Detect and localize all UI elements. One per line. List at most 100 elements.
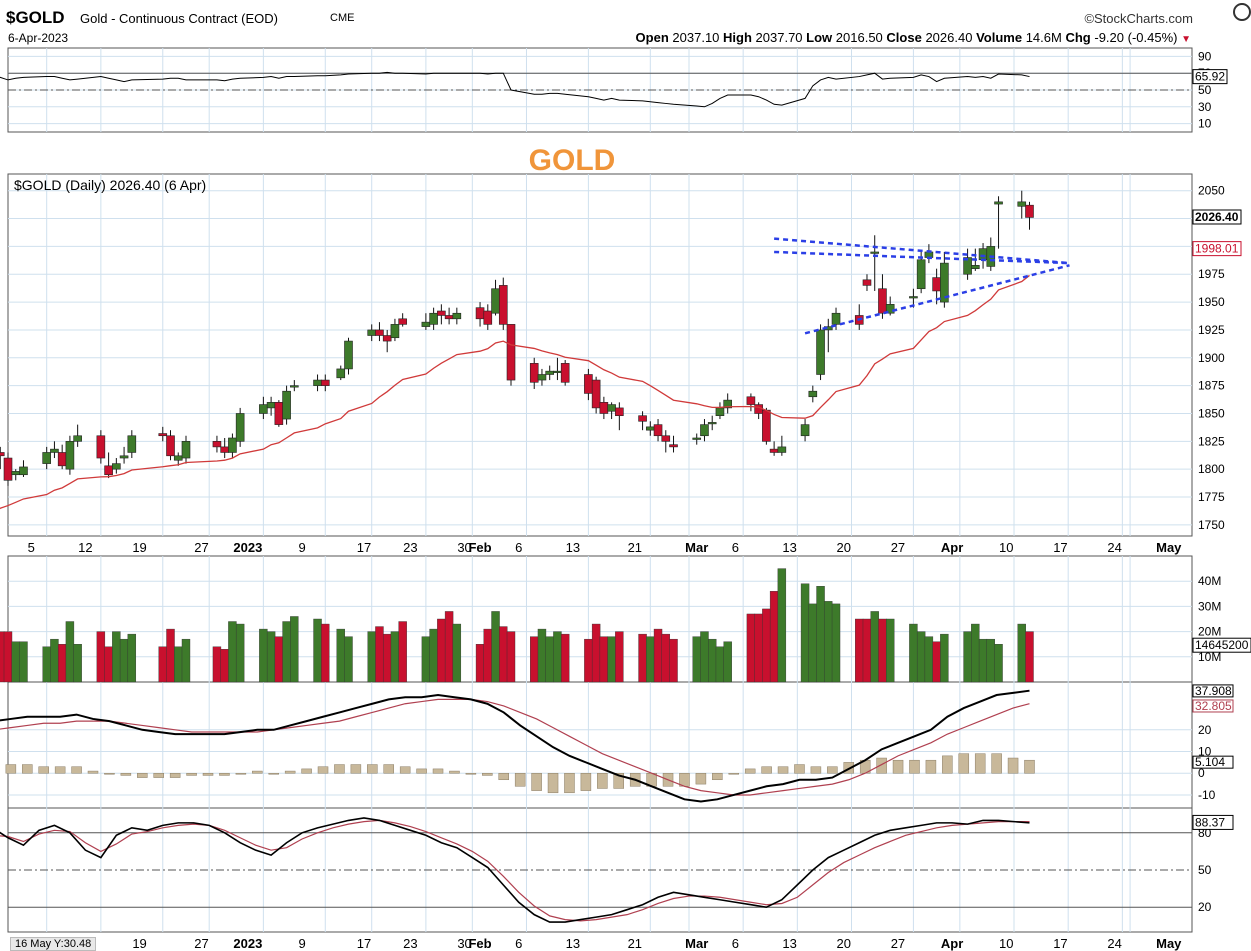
x-tick-label: 6 bbox=[515, 936, 522, 951]
candle-body bbox=[173, 455, 183, 461]
candle-body bbox=[978, 248, 988, 261]
price-tag bbox=[1192, 209, 1242, 225]
change-value: -9.20 (-0.45%) bbox=[1094, 30, 1178, 45]
candle-body bbox=[367, 329, 377, 336]
volume-bar bbox=[313, 618, 322, 683]
volume-bar bbox=[174, 646, 183, 683]
volume-bar bbox=[235, 623, 245, 683]
volume-bar bbox=[390, 631, 400, 683]
stoch-k-line bbox=[0, 817, 1030, 923]
price-tick-label: 1875 bbox=[1198, 379, 1225, 393]
macd-histogram-bar bbox=[942, 755, 953, 774]
settings-icon[interactable] bbox=[1233, 3, 1251, 21]
open-value: 2037.10 bbox=[672, 30, 720, 45]
x-tick-label: 10 bbox=[999, 936, 1013, 951]
volume-value-tag bbox=[1192, 637, 1251, 653]
price-tick-label: 1800 bbox=[1198, 462, 1225, 476]
volume-bar bbox=[800, 583, 810, 683]
x-tick-label: 13 bbox=[566, 936, 580, 951]
open-label: Open bbox=[635, 30, 669, 45]
candle-body bbox=[398, 318, 407, 325]
volume-bar bbox=[11, 641, 20, 683]
volume-bar bbox=[73, 644, 82, 683]
volume-tick-label: 40M bbox=[1198, 574, 1221, 588]
candle-body bbox=[498, 285, 508, 325]
volume-bar bbox=[545, 636, 554, 683]
candle-body bbox=[769, 448, 779, 453]
macd-histogram-bar bbox=[892, 759, 904, 774]
volume-bar bbox=[530, 636, 539, 683]
volume-bar bbox=[646, 636, 655, 683]
candle-body bbox=[607, 404, 616, 412]
low-value: 2016.50 bbox=[835, 30, 883, 45]
volume-bar bbox=[862, 618, 872, 683]
volume-bar bbox=[491, 611, 500, 683]
macd-histogram-bar bbox=[87, 770, 99, 774]
brand-logo[interactable]: ©StockCharts.com bbox=[1084, 11, 1193, 26]
macd-histogram-bar bbox=[958, 753, 970, 774]
macd-histogram-bar bbox=[695, 772, 707, 785]
x-tick-label: 13 bbox=[782, 540, 796, 555]
macd-histogram-bar bbox=[613, 772, 625, 789]
macd-histogram-bar bbox=[301, 768, 312, 774]
volume-bar bbox=[158, 646, 167, 683]
candle-body bbox=[545, 370, 554, 375]
volume-bar bbox=[266, 631, 276, 683]
volume-bar bbox=[57, 644, 67, 683]
macd-histogram-bar bbox=[794, 764, 805, 774]
volume-bar bbox=[290, 616, 299, 683]
volume-bar bbox=[591, 623, 601, 683]
macd-histogram-bar bbox=[5, 764, 17, 774]
candle-body bbox=[638, 415, 647, 422]
x-tick-label: May bbox=[1156, 540, 1182, 555]
volume-bar bbox=[367, 631, 376, 683]
x-tick-label: 2023 bbox=[233, 936, 262, 951]
volume-bar bbox=[336, 628, 345, 683]
macd-histogram-bar bbox=[383, 764, 394, 774]
candle-body bbox=[692, 437, 702, 440]
x-tick-label: 6 bbox=[732, 540, 739, 555]
volume-bar bbox=[978, 638, 988, 683]
macd-histogram-bar bbox=[810, 766, 822, 774]
volume-bar bbox=[499, 626, 508, 683]
stoch-tick-label: 20 bbox=[1198, 900, 1212, 914]
candle-body bbox=[599, 402, 609, 414]
x-tick-label: 21 bbox=[628, 540, 642, 555]
x-tick-label: 24 bbox=[1107, 936, 1121, 951]
volume-bar bbox=[444, 611, 454, 683]
candle-body bbox=[390, 324, 400, 339]
x-tick-label: 6 bbox=[732, 936, 739, 951]
candle-body bbox=[971, 265, 980, 269]
price-tag-label: 1998.01 bbox=[1195, 242, 1239, 256]
macd-histogram-bar bbox=[991, 753, 1002, 774]
volume-bar bbox=[638, 633, 647, 683]
candle-body bbox=[483, 310, 493, 325]
volume-bar bbox=[96, 631, 106, 683]
macd-histogram-bar bbox=[482, 772, 493, 776]
macd-histogram-bar bbox=[169, 772, 181, 778]
symbol[interactable]: $GOLD bbox=[6, 8, 65, 27]
candle-body bbox=[615, 407, 624, 417]
candle-body bbox=[119, 455, 129, 459]
candle-body bbox=[909, 296, 918, 299]
volume-bar bbox=[382, 633, 392, 683]
candle-body bbox=[266, 402, 276, 409]
macd-histogram-bar bbox=[465, 772, 477, 775]
candle-body bbox=[1025, 204, 1034, 218]
volume-bar bbox=[769, 591, 779, 683]
candle-body bbox=[3, 457, 13, 481]
candle-body bbox=[313, 379, 322, 386]
candle-body bbox=[220, 446, 229, 453]
price-tick-label: 1900 bbox=[1198, 351, 1225, 365]
price-panel-title: $GOLD (Daily) 2026.40 (6 Apr) bbox=[14, 177, 206, 193]
macd-histogram-bar bbox=[744, 768, 756, 774]
volume-bar bbox=[421, 636, 431, 683]
volume-bar bbox=[963, 631, 972, 683]
x-tick-label: 2023 bbox=[233, 540, 262, 555]
x-tick-label: 17 bbox=[357, 540, 371, 555]
volume-bar bbox=[483, 628, 492, 683]
exchange: CME bbox=[330, 12, 355, 24]
candle-body bbox=[870, 251, 880, 254]
x-tick-label: 9 bbox=[298, 936, 305, 951]
